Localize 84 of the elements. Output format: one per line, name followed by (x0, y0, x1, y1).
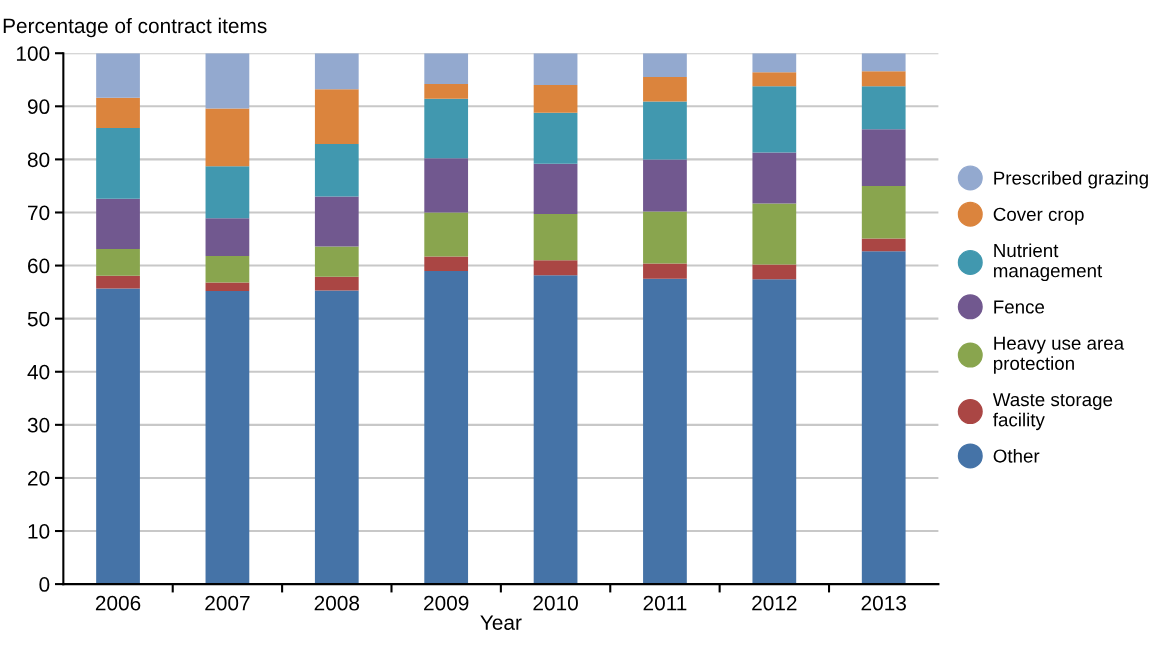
bar (96, 128, 140, 199)
bar (96, 288, 140, 585)
y-tick-label: 70 (28, 205, 50, 221)
bar (96, 249, 140, 276)
bar (752, 152, 797, 204)
y-tick-label: 0 (39, 577, 50, 592)
x-tick-label: 2012 (752, 595, 797, 611)
bar (643, 77, 687, 102)
x-tick-label: 2010 (533, 595, 578, 611)
bar (752, 203, 797, 265)
bar (314, 196, 359, 247)
y-tick-label: 60 (28, 258, 50, 274)
bar (752, 72, 797, 87)
bar (861, 86, 906, 130)
bar (96, 97, 140, 129)
legend-label: Prescribed grazing (994, 170, 1148, 189)
bar (424, 53, 469, 85)
bar (533, 163, 578, 215)
bar (424, 256, 469, 271)
y-tick-label: 80 (27, 152, 50, 168)
x-tick-label: 2007 (205, 595, 250, 611)
y-tick-label: 20 (28, 470, 50, 486)
bar (533, 85, 578, 113)
x-tick-label: 2006 (95, 595, 141, 611)
y-tick-label: 10 (28, 524, 50, 539)
bar (643, 278, 687, 585)
bar (314, 53, 359, 90)
bar (533, 275, 578, 585)
bar (861, 71, 906, 87)
x-axis-title: Year (480, 615, 522, 630)
bar (424, 158, 469, 213)
y-tick-label: 30 (27, 417, 50, 433)
bar (205, 108, 250, 167)
legend-label: Other (993, 448, 1040, 463)
bar (314, 89, 359, 144)
bar (314, 144, 359, 197)
bar (205, 256, 250, 283)
bar (205, 53, 250, 109)
bar (96, 53, 140, 98)
bar (96, 198, 140, 250)
bar (205, 166, 250, 219)
x-tick-label: 2009 (424, 595, 469, 611)
bar (205, 291, 250, 585)
bar (643, 263, 687, 279)
bar (752, 86, 797, 153)
legend-label: Heavy use area protection (993, 336, 1125, 374)
bar (424, 98, 469, 159)
bar (861, 251, 906, 585)
x-tick-label: 2011 (643, 595, 687, 611)
y-tick-label: 90 (27, 99, 50, 115)
bar (643, 53, 687, 78)
x-tick-label: 2008 (314, 595, 360, 611)
legend-label: Nutrient management (994, 243, 1103, 282)
bar (314, 290, 359, 585)
legend-label: Fence (994, 300, 1045, 314)
bar (643, 159, 687, 212)
bar (643, 101, 687, 160)
bar (861, 185, 906, 239)
y-tick-label: 50 (27, 311, 50, 327)
bar (205, 218, 250, 257)
bar (424, 270, 469, 585)
x-tick-label: 2013 (861, 595, 906, 611)
bar (533, 112, 578, 164)
bar (205, 282, 250, 292)
bar (314, 246, 359, 277)
bar (533, 260, 578, 276)
bar (533, 214, 578, 261)
bar (424, 84, 469, 99)
y-axis-title: Percentage of contract items (3, 17, 267, 38)
bar (314, 276, 359, 291)
legend-label: Waste storage facility (992, 393, 1113, 431)
bar (96, 275, 140, 289)
y-tick-label: 40 (27, 364, 50, 380)
bar (861, 129, 906, 186)
bar (752, 53, 797, 73)
bar (861, 53, 906, 72)
bar (861, 238, 906, 252)
bar (424, 212, 469, 257)
bar (752, 279, 797, 585)
bar (643, 211, 687, 264)
bar (752, 264, 797, 280)
bar (533, 53, 578, 86)
y-tick-label: 100 (16, 46, 50, 61)
legend-label: Cover crop (993, 207, 1084, 225)
